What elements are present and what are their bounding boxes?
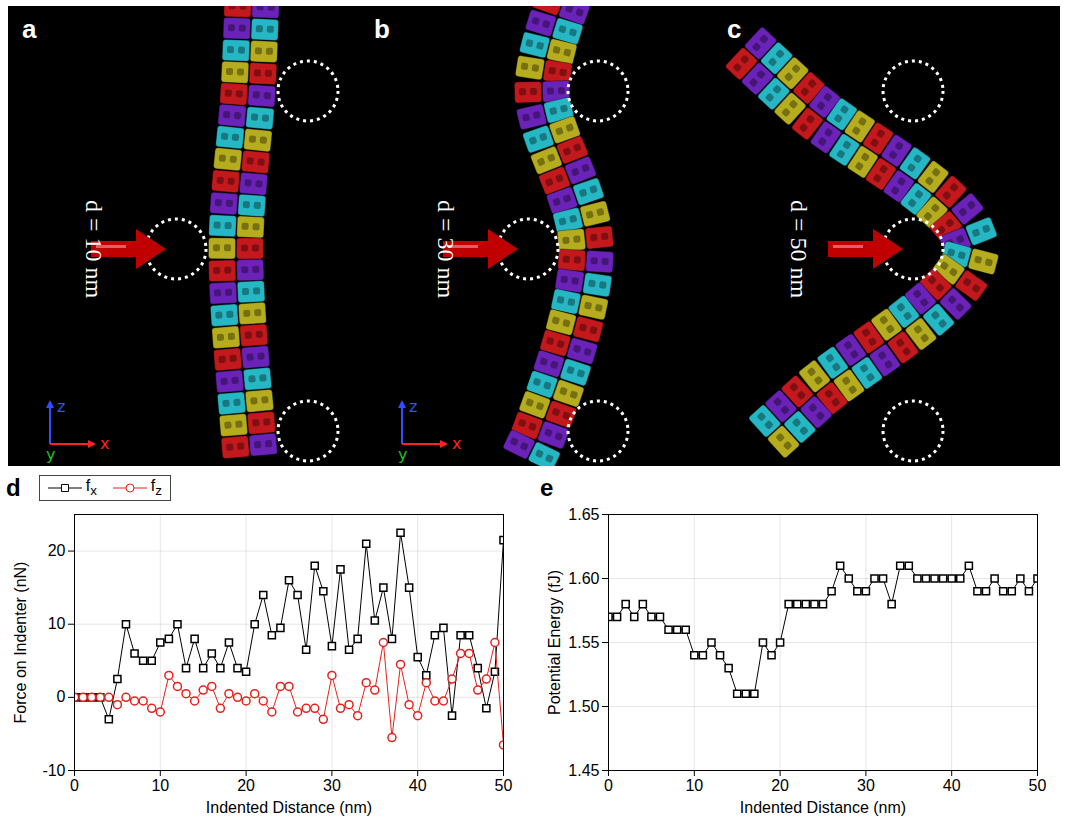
svg-text:a: a: [22, 14, 37, 44]
html-text:d: d: [6, 474, 21, 501]
svg-text:1.50: 1.50: [568, 698, 599, 715]
svg-text:y: y: [398, 445, 407, 464]
svg-text:Force on Indenter (nN): Force on Indenter (nN): [12, 562, 29, 724]
svg-text:10: 10: [151, 777, 169, 794]
svg-text:40: 40: [409, 777, 427, 794]
svg-text:0: 0: [57, 688, 66, 705]
html-text:e: e: [540, 474, 554, 501]
html-text:fx: fx: [85, 477, 97, 499]
svg-text:x: x: [452, 434, 461, 453]
svg-text:20: 20: [48, 542, 66, 559]
svg-text:Indented Distance (nm): Indented Distance (nm): [740, 799, 906, 816]
svg-text:Potential Energy (fJ): Potential Energy (fJ): [546, 570, 563, 715]
svg-text:d = 30 nm: d = 30 nm: [433, 200, 459, 299]
svg-text:1.45: 1.45: [568, 762, 599, 779]
svg-text:30: 30: [857, 777, 875, 794]
svg-text:50: 50: [495, 777, 513, 794]
svg-text:1.55: 1.55: [568, 634, 599, 651]
svg-text:10: 10: [685, 777, 703, 794]
svg-text:20: 20: [771, 777, 789, 794]
svg-text:x: x: [100, 434, 109, 453]
svg-text:50: 50: [1029, 777, 1047, 794]
svg-text:1.60: 1.60: [568, 570, 599, 587]
svg-text:b: b: [374, 14, 390, 44]
svg-text:20: 20: [237, 777, 255, 794]
svg-text:c: c: [727, 14, 741, 44]
svg-text:30: 30: [323, 777, 341, 794]
svg-text:0: 0: [604, 777, 613, 794]
svg-text:Indented Distance (nm): Indented Distance (nm): [206, 799, 372, 816]
svg-text:y: y: [46, 445, 55, 464]
svg-text:z: z: [409, 397, 417, 416]
svg-text:40: 40: [943, 777, 961, 794]
svg-text:d = 10 nm: d = 10 nm: [81, 200, 107, 299]
svg-text:-10: -10: [42, 762, 65, 779]
svg-text:0: 0: [70, 777, 79, 794]
svg-text:d = 50 nm: d = 50 nm: [786, 200, 812, 299]
svg-text:1.65: 1.65: [568, 506, 599, 523]
html-text:fz: fz: [150, 477, 162, 499]
svg-text:z: z: [57, 397, 65, 416]
svg-text:10: 10: [48, 615, 66, 632]
